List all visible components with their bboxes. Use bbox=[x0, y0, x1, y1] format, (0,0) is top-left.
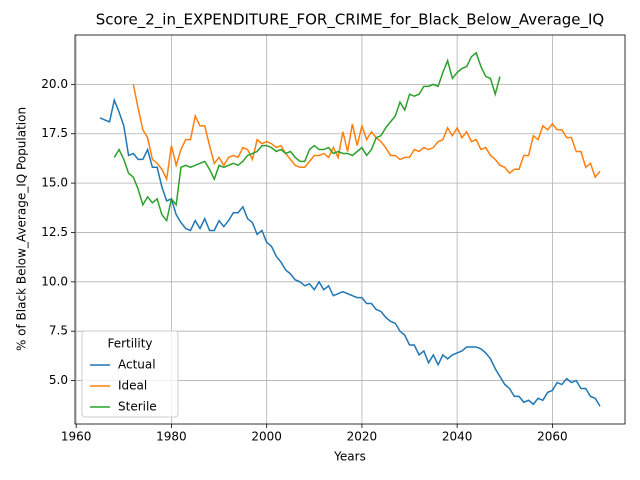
legend-label: Actual bbox=[118, 358, 156, 372]
x-tick-label: 2040 bbox=[442, 430, 473, 444]
y-tick-label: 15.0 bbox=[41, 176, 68, 190]
y-tick-label: 12.5 bbox=[41, 225, 68, 239]
legend-label: Sterile bbox=[118, 400, 157, 414]
x-tick-label: 2000 bbox=[251, 430, 282, 444]
x-tick-label: 1980 bbox=[156, 430, 187, 444]
line-series bbox=[113, 51, 501, 223]
plot-frame bbox=[74, 34, 626, 425]
legend-box bbox=[81, 330, 179, 418]
line-series bbox=[99, 97, 601, 407]
y-tick-label: 10.0 bbox=[41, 274, 68, 288]
x-tick-label: 2020 bbox=[347, 430, 378, 444]
x-axis-label: Years bbox=[333, 450, 366, 464]
y-tick-label: 17.5 bbox=[41, 126, 68, 140]
legend-title: Fertility bbox=[107, 337, 152, 351]
y-tick-label: 7.5 bbox=[49, 324, 68, 338]
chart-title: Score_2_in_EXPENDITURE_FOR_CRIME_for_Bla… bbox=[96, 11, 605, 30]
line-series bbox=[132, 84, 601, 182]
y-axis-label: % of Black Below_Average_IQ Population bbox=[15, 107, 29, 351]
legend: Fertility Actual Ideal Sterile bbox=[81, 330, 179, 418]
y-tick-label: 20.0 bbox=[41, 77, 68, 91]
legend-label: Ideal bbox=[118, 379, 147, 393]
x-tick-label: 1960 bbox=[61, 430, 92, 444]
x-tick-label: 2060 bbox=[537, 430, 568, 444]
y-tick-label: 5.0 bbox=[49, 373, 68, 387]
